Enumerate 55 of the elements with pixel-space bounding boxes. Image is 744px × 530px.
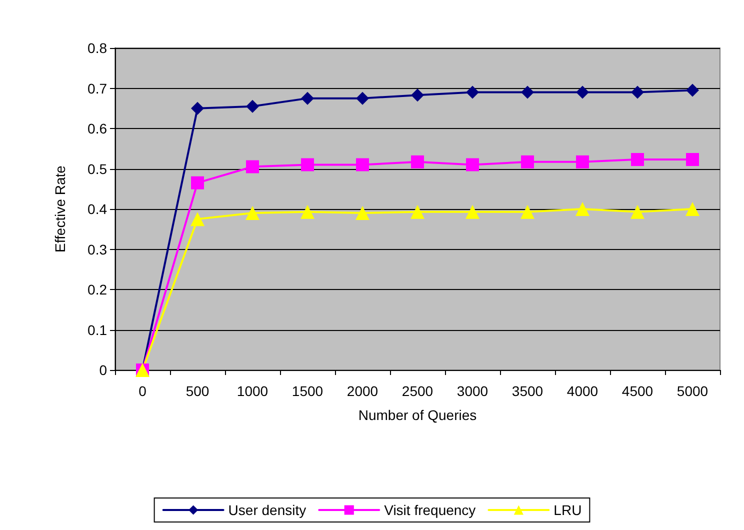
point [246,100,259,113]
point [686,84,699,97]
point [300,204,314,219]
point [576,202,590,216]
point [466,86,479,99]
x-tick-label: 2500 [402,383,434,399]
x-tick-label: 3500 [512,383,544,399]
x-tick-label: 2000 [346,383,378,399]
point [631,86,644,99]
point [246,206,260,220]
point [631,152,644,166]
point [301,158,314,172]
point [191,102,204,115]
point [521,155,534,168]
legend-label: Visit frequency [384,502,476,518]
point [246,160,259,174]
y-tick-label: 0.8 [88,40,108,56]
y-tick-label: 0.2 [88,282,108,298]
x-tick-label: 1500 [292,383,324,399]
point [410,204,424,219]
point [356,92,369,105]
point [576,155,589,168]
x-tick-label: 500 [186,383,210,399]
y-tick-label: 0.7 [88,80,108,96]
legend-label: LRU [554,502,582,518]
legend-label: User density [228,502,306,518]
point [521,86,534,99]
y-tick-label: 0.3 [88,241,108,258]
point [466,204,480,219]
point [411,155,424,168]
point [576,86,589,99]
y-tick-label: 0 [99,362,108,378]
point [466,158,479,172]
y-tick-label: 0.6 [88,120,108,136]
point [191,176,204,190]
point [411,88,424,102]
x-tick-label: 5000 [676,383,708,399]
x-tick-label: 0 [138,383,147,399]
x-tick-label: 3000 [456,383,488,399]
point [630,204,644,219]
point [686,202,700,216]
x-tick-label: 1000 [236,383,268,399]
point [686,152,699,166]
x-axis-title: Number of Queries [358,407,477,423]
x-tick-label: 4000 [566,383,598,399]
y-tick-label: 0.4 [88,201,108,217]
y-tick-label: 0.1 [88,322,108,338]
point [190,212,204,226]
point [301,92,314,105]
y-axis-title: Effective Rate [52,165,68,252]
point [356,158,369,172]
x-tick-label: 4500 [622,383,654,399]
point [520,204,534,219]
point [356,206,370,220]
y-tick-label: 0.5 [88,160,108,177]
